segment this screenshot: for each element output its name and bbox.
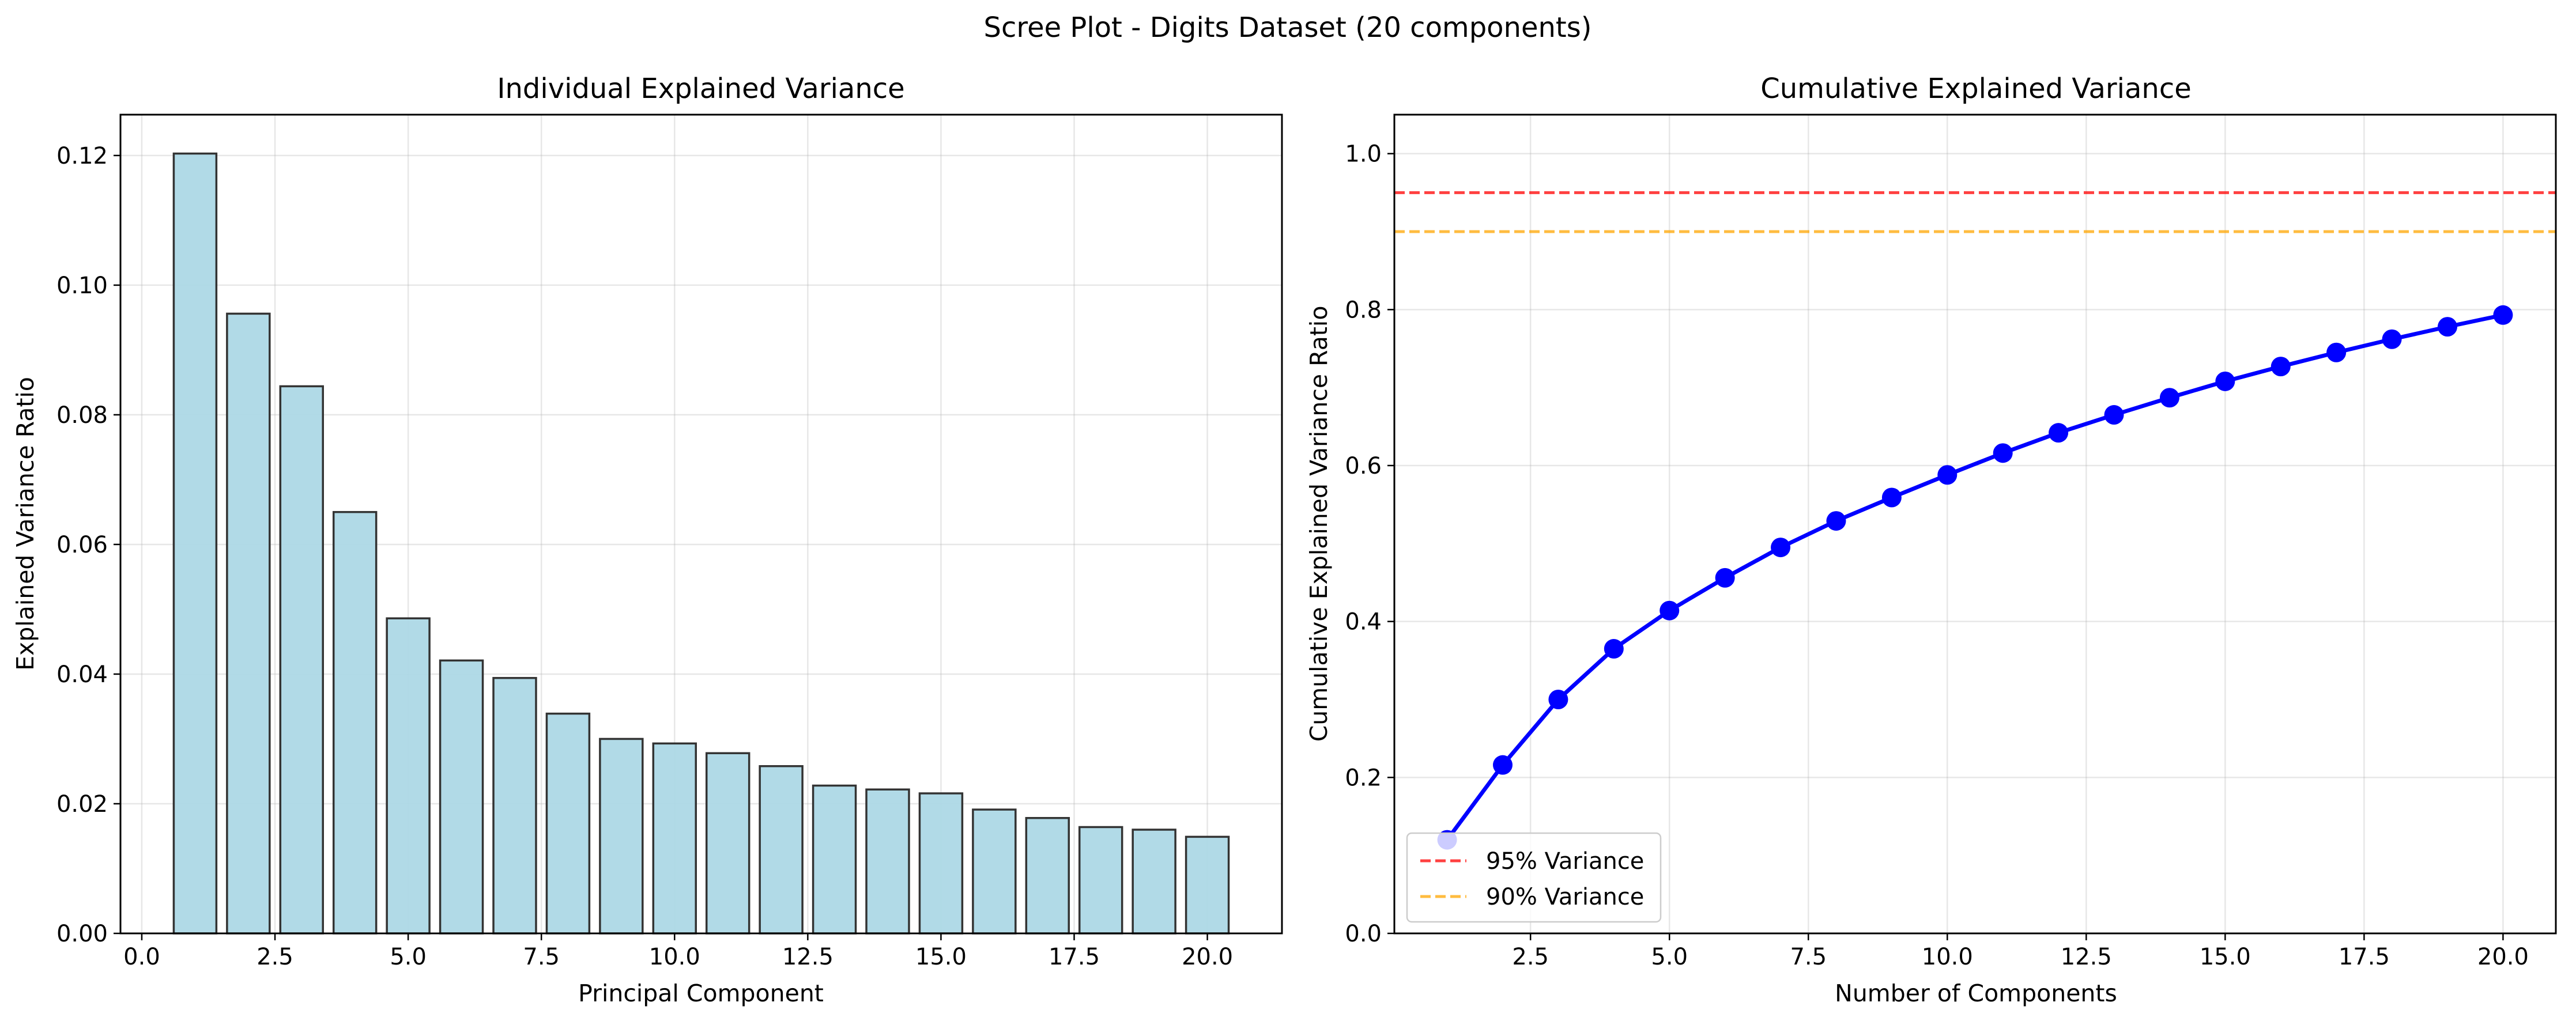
y-tick-label: 0.0 (1345, 921, 1382, 947)
y-tick-label: 0.08 (56, 402, 108, 429)
legend-box (1406, 832, 1662, 923)
bar-pc-19 (1132, 829, 1176, 935)
bar-pc-5 (386, 617, 431, 935)
chart-individual-title: Individual Explained Variance (497, 73, 904, 105)
chart-cumulative-xlabel: Number of Components (1835, 979, 2117, 1007)
bar-pc-11 (705, 752, 750, 935)
chart-individual-frame (119, 114, 1283, 935)
bar-pc-4 (332, 510, 378, 935)
bar-pc-18 (1078, 826, 1123, 935)
x-tick-label: 15.0 (915, 944, 967, 970)
chart-cumulative-title: Cumulative Explained Variance (1760, 73, 2192, 105)
x-tick-label: 17.5 (1048, 944, 1100, 970)
x-tick-label: 10.0 (1922, 944, 1973, 970)
y-tick-label: 0.02 (56, 791, 108, 818)
bar-pc-8 (545, 712, 591, 935)
bar-pc-3 (279, 385, 324, 935)
y-tick-label: 0.04 (56, 661, 108, 688)
legend: 95% Variance 90% Variance (1406, 832, 1662, 923)
point-n-7 (1771, 538, 1791, 558)
chart-individual-xlabel: Principal Component (578, 979, 824, 1007)
x-tick-label: 5.0 (1651, 944, 1688, 970)
point-n-11 (1993, 443, 2013, 463)
y-tick-label: 0.00 (56, 921, 108, 947)
point-n-6 (1715, 568, 1735, 588)
bar-pc-17 (1025, 816, 1070, 935)
legend-label-90: 90% Variance (1486, 884, 1644, 910)
point-n-19 (2437, 317, 2457, 337)
bar-pc-16 (972, 808, 1017, 935)
x-tick-label: 2.5 (1512, 944, 1549, 970)
bar-pc-14 (865, 788, 910, 935)
chart-cumulative-variance: 2.5 5.0 7.5 10.0 12.5 15.0 17.5 20.0 0.0 0.2 0.4 0… (1305, 73, 2557, 1007)
bar-pc-13 (812, 784, 857, 935)
y-tick-label: 0.8 (1345, 297, 1382, 323)
y-tick-label: 0.12 (56, 143, 108, 169)
point-n-16 (2270, 357, 2291, 377)
x-tick-label: 7.5 (1790, 944, 1827, 970)
point-n-2 (1493, 755, 1513, 775)
y-tick-label: 1.0 (1345, 141, 1382, 168)
bar-pc-10 (652, 742, 697, 935)
point-n-8 (1826, 511, 1846, 531)
point-n-10 (1937, 465, 1958, 485)
x-tick-label: 7.5 (523, 944, 560, 970)
point-n-17 (2326, 342, 2347, 362)
bar-pc-7 (492, 676, 537, 935)
bar-pc-9 (599, 737, 644, 935)
legend-label-95: 95% Variance (1486, 848, 1644, 875)
point-n-12 (2049, 423, 2069, 443)
y-tick-label: 0.2 (1345, 765, 1382, 791)
figure-suptitle: Scree Plot - Digits Dataset (20 componen… (984, 12, 1592, 44)
y-tick-label: 0.06 (56, 532, 108, 558)
point-n-5 (1659, 600, 1680, 621)
x-tick-label: 20.0 (1182, 944, 1233, 970)
x-tick-label: 17.5 (2339, 944, 2390, 970)
point-n-3 (1548, 690, 1568, 709)
point-n-9 (1881, 487, 1902, 508)
point-n-15 (2215, 371, 2235, 391)
bar-pc-1 (172, 152, 218, 935)
point-n-14 (2159, 388, 2179, 408)
bar-pc-6 (439, 659, 484, 935)
x-tick-label: 15.0 (2200, 944, 2251, 970)
point-n-20 (2493, 305, 2513, 325)
y-tick-label: 0.4 (1345, 609, 1382, 636)
x-tick-label: 0.0 (123, 944, 160, 970)
y-tick-label: 0.6 (1345, 453, 1382, 479)
y-tick-label: 0.10 (56, 273, 108, 299)
point-n-4 (1604, 639, 1624, 659)
x-tick-label: 20.0 (2477, 944, 2529, 970)
point-n-18 (2382, 329, 2402, 349)
bar-pc-15 (918, 792, 964, 935)
x-tick-label: 2.5 (257, 944, 293, 970)
chart-individual-ylabel: Explained Variance Ratio (12, 377, 39, 671)
chart-cumulative-ylabel: Cumulative Explained Variance Ratio (1305, 306, 1333, 742)
bar-pc-2 (226, 312, 271, 935)
chart-individual-variance: 0.0 2.5 5.0 7.5 10.0 12.5 15.0 17.5 20.0 0.00 0.0… (12, 73, 1283, 1007)
point-n-13 (2104, 405, 2124, 425)
x-tick-label: 10.0 (649, 944, 700, 970)
x-tick-label: 5.0 (390, 944, 427, 970)
chart-cumulative-frame (1393, 114, 2557, 935)
bar-pc-12 (759, 765, 804, 935)
x-tick-label: 12.5 (2061, 944, 2112, 970)
bar-pc-20 (1185, 835, 1230, 935)
x-tick-label: 12.5 (782, 944, 833, 970)
